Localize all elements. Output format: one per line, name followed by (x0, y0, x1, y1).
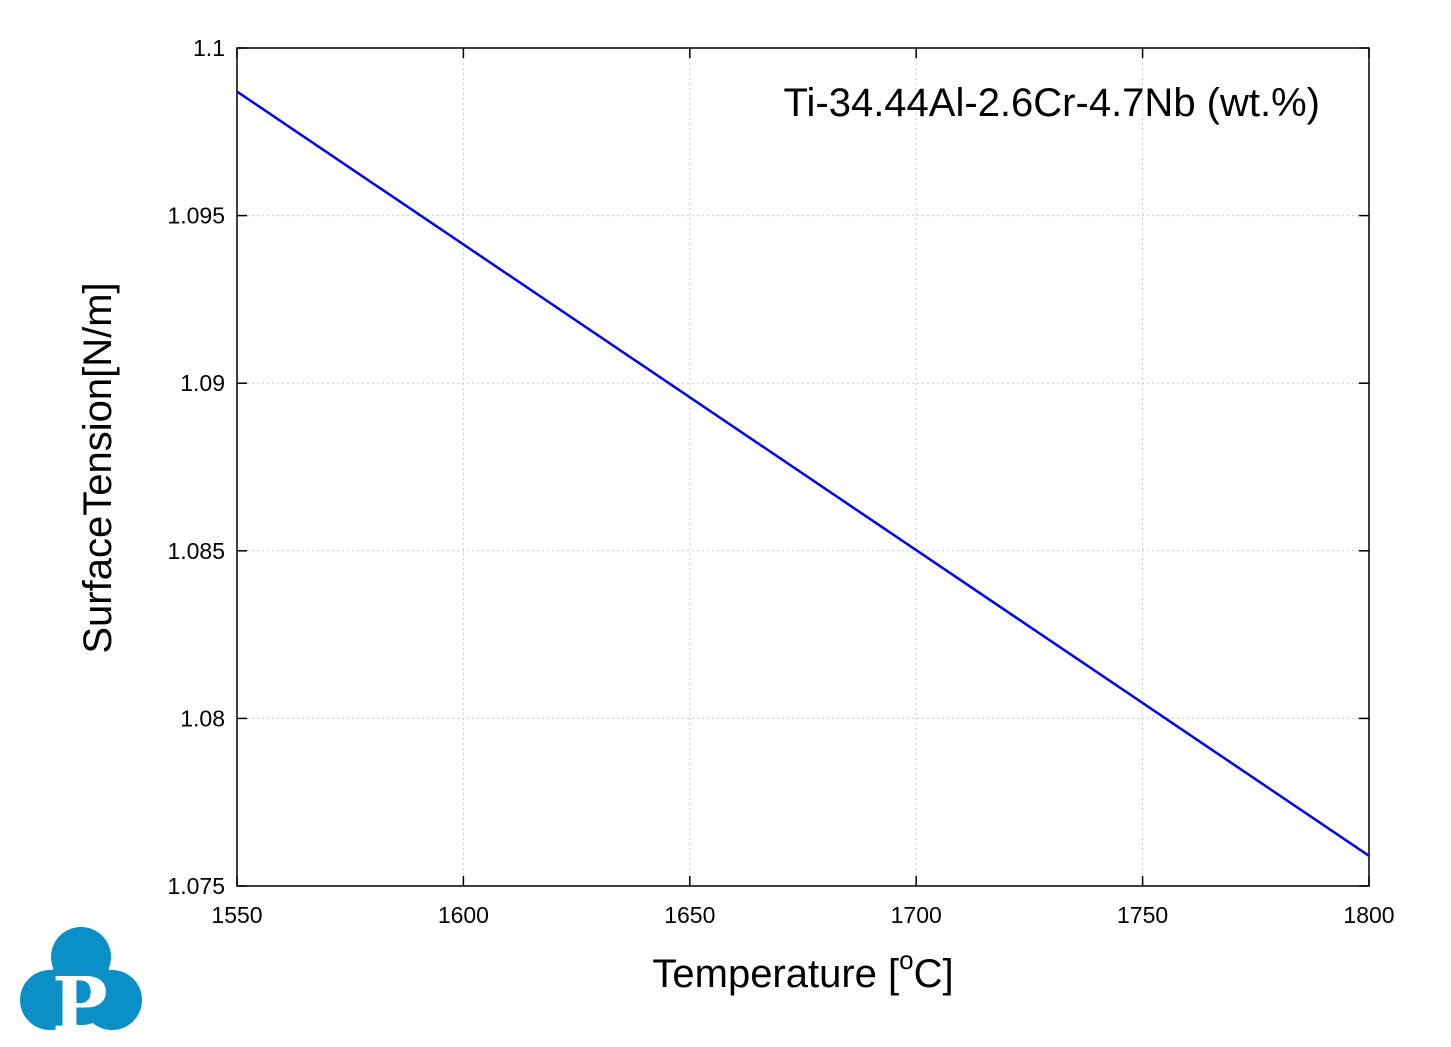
company-logo: P (20, 927, 142, 1047)
logo-letter: P (52, 962, 108, 1047)
alloy-annotation: Ti-34.44Al-2.6Cr-4.7Nb (wt.%) (784, 81, 1320, 125)
logo-cloud-center (46, 955, 116, 1025)
x-tick-label: 1800 (1343, 902, 1394, 928)
y-tick-label: 1.09 (180, 370, 225, 396)
x-tick-label: 1750 (1117, 902, 1168, 928)
x-axis-title-superscript: o (899, 945, 913, 975)
y-axis-title: SurfaceTension[N/m] (76, 282, 120, 653)
y-tick-label: 1.08 (180, 705, 225, 731)
series-layer (236, 90, 1370, 857)
y-tick-label: 1.095 (167, 203, 225, 229)
x-axis-title: Temperature [oC] (652, 945, 953, 996)
y-tick-label: 1.1 (193, 35, 225, 61)
y-tick-label: 1.075 (167, 873, 225, 899)
gridlines (237, 48, 1369, 886)
series-line (236, 90, 1370, 857)
x-axis-title-main: Temperature [ (652, 952, 899, 996)
x-tick-label: 1700 (891, 902, 942, 928)
y-tick-label: 1.085 (167, 538, 225, 564)
x-axis-title-unit: C] (914, 952, 954, 996)
x-tick-label: 1550 (211, 902, 262, 928)
x-tick-label: 1650 (664, 902, 715, 928)
plot-frame (236, 47, 1370, 887)
axis-ticks: 1550 1600 1650 1700 1750 1800 1.075 1.08 1.085 1.… (167, 35, 1394, 928)
x-tick-label: 1600 (438, 902, 489, 928)
